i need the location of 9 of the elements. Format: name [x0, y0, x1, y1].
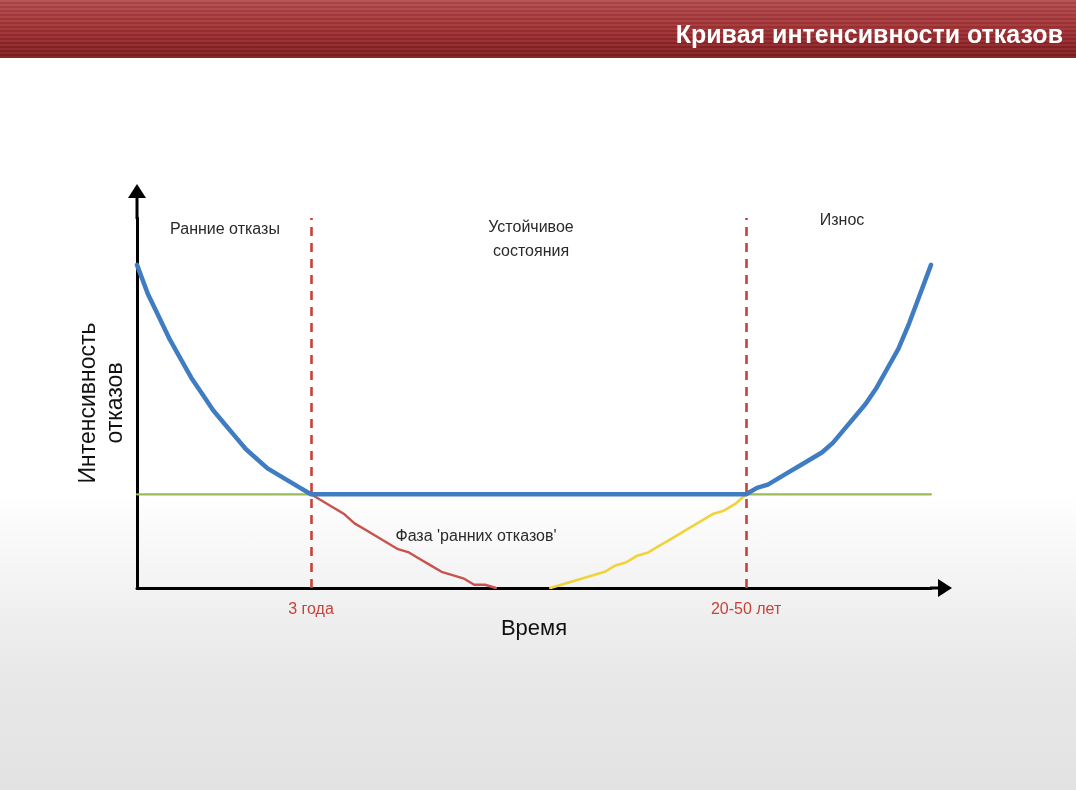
text: Устойчивое состояния — [488, 217, 574, 259]
text: Ранние отказы — [170, 219, 280, 237]
x-axis-title: Время — [500, 615, 568, 641]
x-tick-label: 20-50 лет — [710, 599, 782, 617]
chart-title: Кривая интенсивности отказов — [675, 19, 1063, 48]
text: Износ — [819, 210, 865, 228]
annotation: Фаза 'ранних отказов' — [395, 526, 557, 544]
y-axis-title: Интенсивность отказов — [73, 322, 127, 484]
x-tick-label: 3 года — [288, 599, 334, 617]
